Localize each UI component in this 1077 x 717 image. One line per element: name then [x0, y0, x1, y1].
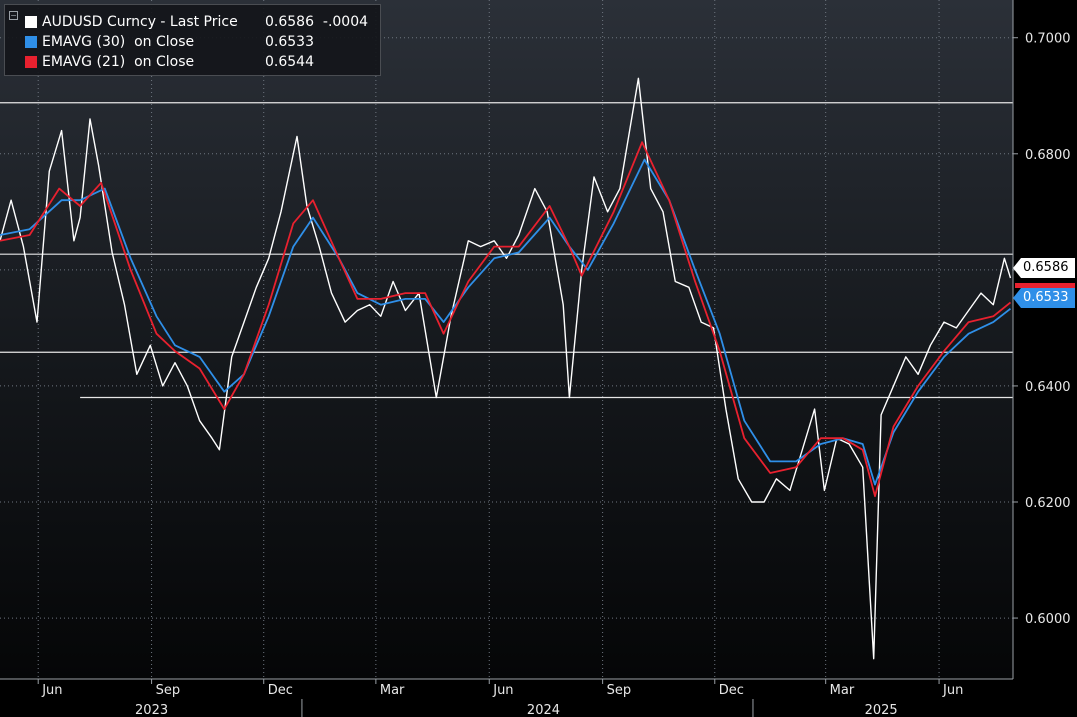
ema21-line	[0, 141, 1012, 498]
x-tick-label: Mar	[830, 683, 855, 698]
legend-value-ema21: 0.6544	[265, 54, 314, 70]
collapse-icon[interactable]: −	[9, 11, 18, 20]
x-year-label: 2025	[865, 703, 898, 717]
x-tick-label: Sep	[156, 683, 181, 698]
legend-label-last-price: AUDUSD Curncy - Last Price	[42, 14, 238, 30]
legend-row-last-price[interactable]: AUDUSD Curncy - Last Price 0.6586 -.0004	[13, 13, 375, 33]
x-axis-panel	[0, 680, 1077, 717]
last-price-tag: 0.6586	[1013, 258, 1075, 278]
x-tick-label: Dec	[268, 683, 293, 698]
x-tick-label: Jun	[41, 683, 62, 698]
legend[interactable]: − AUDUSD Curncy - Last Price 0.6586 -.00…	[4, 4, 381, 76]
legend-value-ema30: 0.6533	[265, 34, 314, 50]
legend-row-ema30[interactable]: EMAVG (30) on Close 0.6533	[13, 33, 375, 53]
ema21-price-marker	[1015, 283, 1075, 288]
y-axis-panel	[1014, 0, 1077, 679]
legend-row-ema21[interactable]: EMAVG (21) on Close 0.6544	[13, 53, 375, 73]
ema30-price-tag: 0.6533	[1013, 288, 1075, 308]
y-tick-label: 0.6200	[1025, 496, 1071, 511]
x-tick-label: Sep	[607, 683, 632, 698]
last-price-line	[0, 77, 1012, 660]
x-year-label: 2023	[135, 703, 168, 717]
legend-swatch-last-price	[25, 16, 37, 28]
x-tick-label: Dec	[719, 683, 744, 698]
legend-label-ema30: EMAVG (30) on Close	[42, 34, 195, 50]
ema30-line	[0, 158, 1012, 486]
legend-swatch-ema21	[25, 56, 37, 68]
y-tick-label: 0.6000	[1025, 612, 1071, 627]
y-tick-label: 0.6400	[1025, 380, 1071, 395]
x-year-label: 2024	[527, 703, 560, 717]
legend-value-last-price: 0.6586 -.0004	[265, 14, 369, 30]
x-tick-label: Jun	[942, 683, 963, 698]
x-tick-label: Jun	[492, 683, 513, 698]
y-tick-label: 0.6800	[1025, 148, 1071, 163]
x-tick-label: Mar	[380, 683, 405, 698]
plot-background	[0, 0, 1013, 679]
legend-label-ema21: EMAVG (21) on Close	[42, 54, 195, 70]
legend-swatch-ema30	[25, 36, 37, 48]
y-tick-label: 0.7000	[1025, 32, 1071, 47]
